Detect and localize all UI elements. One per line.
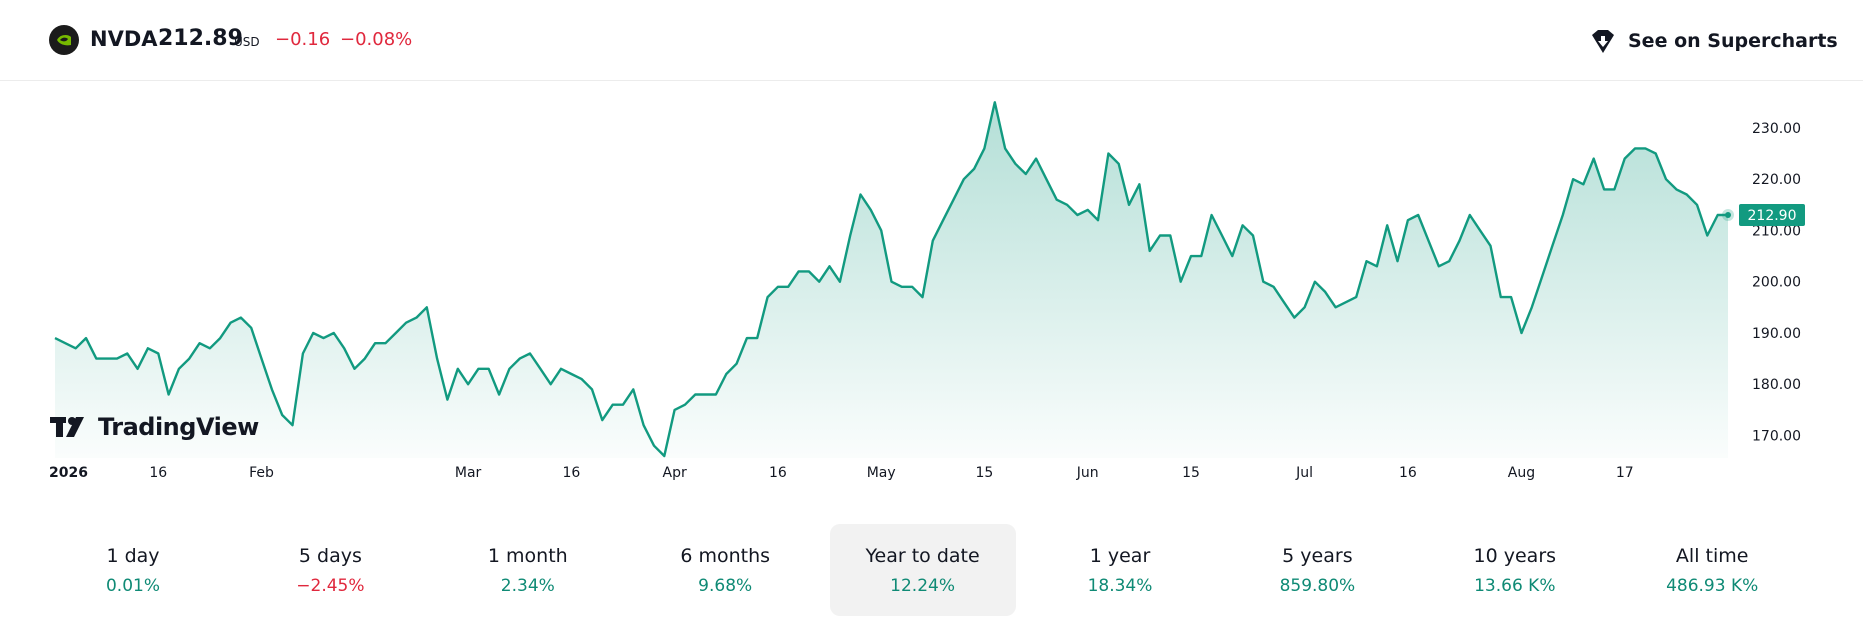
supercharts-label: See on Supercharts [1628,30,1838,52]
tradingview-shield-icon [1592,30,1614,53]
y-tick-label: 210.00 [1752,223,1801,239]
x-tick-label: May [867,465,896,481]
period-change-value: 486.93 K% [1666,576,1759,596]
period-button[interactable]: 5 days −2.45% [237,524,423,616]
period-button[interactable]: 1 year 18.34% [1027,524,1213,616]
nvidia-logo [49,25,79,55]
x-tick-label: 17 [1616,465,1634,481]
tradingview-watermark[interactable]: TradingView [50,413,259,441]
x-axis: 2026 16 Feb Mar 16 Apr 16 May 15 Jun 15 Jul 16 Aug 17 [49,465,1634,481]
period-label: 10 years [1473,545,1557,567]
last-price-label: 212.90 [1748,208,1797,224]
period-button[interactable]: 1 day 0.01% [40,524,226,616]
x-tick-label: 2026 [49,465,88,481]
price-line [54,101,1728,458]
y-tick-label: 200.00 [1752,275,1801,291]
x-tick-label: Feb [249,465,274,481]
x-tick-label: Aug [1508,465,1535,481]
currency-label: USD [234,35,260,49]
period-change-value: 12.24% [890,576,955,596]
period-label: Year to date [865,545,980,567]
last-point [1725,212,1731,219]
see-on-supercharts-button[interactable]: See on Supercharts [1590,24,1838,58]
period-label: 1 month [487,545,568,567]
y-tick-label: 190.00 [1752,326,1801,342]
period-button[interactable]: 5 years 859.80% [1224,524,1410,616]
price-chart[interactable]: 170.00 180.00 190.00 200.00 210.00 220.00 230.… [0,80,1863,500]
x-tick-label: Jun [1076,465,1099,481]
price-area-fill [55,102,1728,459]
period-button[interactable]: 10 years 13.66 K% [1422,524,1608,616]
period-button[interactable]: 1 month 2.34% [435,524,621,616]
period-selector: 1 day 0.01% 5 days −2.45% 1 month 2.34% 6 mont… [40,524,1830,616]
period-label: All time [1675,545,1749,567]
period-change-value: 18.34% [1087,576,1153,596]
period-label: 6 months [680,545,771,567]
x-tick-label: Mar [455,465,482,481]
x-tick-label: 16 [149,465,167,481]
period-button[interactable]: 6 months 9.68% [632,524,818,616]
period-change-value: 2.34% [500,576,555,596]
last-price-badge [1739,204,1805,227]
period-button[interactable]: Year to date 12.24% [829,524,1016,616]
period-change-value: 9.68% [698,576,753,596]
price-change: −0.16 [275,29,331,50]
period-label: 5 days [298,545,362,567]
x-tick-label: 15 [976,465,994,481]
y-tick-label: 180.00 [1752,377,1801,393]
period-change-value: 13.66 K% [1474,576,1556,596]
period-button[interactable]: All time 486.93 K% [1619,524,1805,616]
last-price-marker: 212.90 [1722,204,1805,227]
watermark-text: TradingView [98,413,259,441]
period-label: 5 years [1282,545,1353,567]
last-price: 212.89 [158,26,243,51]
y-tick-label: 230.00 [1752,121,1801,137]
y-tick-label: 170.00 [1752,428,1801,444]
symbol-header: NVDA 212.89 USD −0.16 −0.08% See on Supe… [0,0,1863,81]
period-change-value: 0.01% [105,576,160,596]
period-change-value: −2.45% [296,576,365,596]
tradingview-logo [50,417,84,437]
period-label: 1 year [1089,545,1151,567]
x-tick-label: Apr [663,465,687,481]
period-change-value: 859.80% [1279,576,1356,596]
price-change-percent: −0.08% [340,29,413,50]
y-axis: 170.00 180.00 190.00 200.00 210.00 220.00 230.… [1752,121,1801,445]
x-tick-label: 16 [769,465,787,481]
x-tick-label: 16 [1399,465,1417,481]
y-tick-label: 220.00 [1752,172,1801,188]
period-label: 1 day [106,545,160,567]
x-tick-label: 15 [1182,465,1200,481]
symbol-name[interactable]: NVDA [90,27,158,51]
x-tick-label: Jul [1295,465,1313,481]
x-tick-label: 16 [562,465,580,481]
